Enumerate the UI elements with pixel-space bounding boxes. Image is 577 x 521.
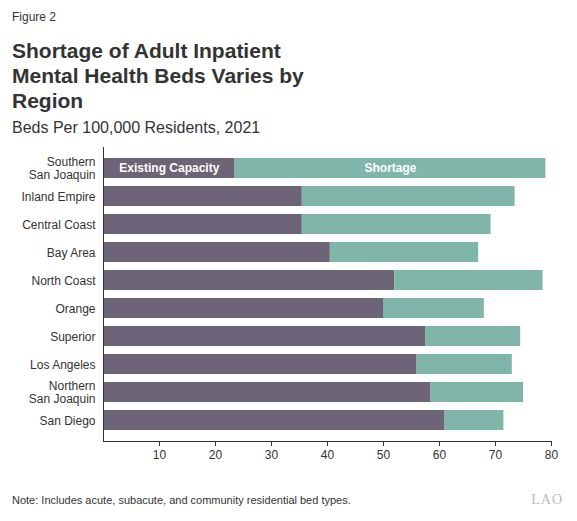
html-text:Note: Includes acute, subacute: Note: Includes acute, subacute, and comm… (12, 494, 351, 506)
svg-text:20: 20 (209, 448, 223, 462)
svg-text:10: 10 (153, 448, 167, 462)
svg-text:North Coast: North Coast (31, 274, 96, 288)
svg-text:80: 80 (545, 448, 559, 462)
svg-text:Bay Area: Bay Area (47, 246, 96, 260)
svg-text:San Diego: San Diego (39, 414, 95, 428)
svg-text:SouthernSan Joaquin: SouthernSan Joaquin (29, 155, 96, 182)
svg-text:60: 60 (433, 448, 447, 462)
svg-text:Orange: Orange (55, 302, 95, 316)
svg-text:50: 50 (377, 448, 391, 462)
svg-text:Inland Empire: Inland Empire (21, 190, 95, 204)
svg-text:70: 70 (489, 448, 503, 462)
html-text:LAO: LAO (531, 492, 563, 507)
svg-text:Superior: Superior (50, 330, 95, 344)
svg-text:Central Coast: Central Coast (22, 218, 96, 232)
html-text:Beds Per 100,000 Residents, 20: Beds Per 100,000 Residents, 2021 (12, 119, 261, 136)
svg-text:Los Angeles: Los Angeles (30, 358, 95, 372)
html-text:Figure 2: Figure 2 (12, 10, 56, 24)
svg-text:30: 30 (265, 448, 279, 462)
svg-text:40: 40 (321, 448, 335, 462)
svg-text:Existing Capacity: Existing Capacity (119, 161, 219, 175)
html-text:Shortage of Adult Inpatient Me: Shortage of Adult Inpatient Mental Healt… (12, 39, 304, 112)
svg-text:Shortage: Shortage (364, 161, 416, 175)
svg-text:NorthernSan Joaquin: NorthernSan Joaquin (29, 379, 96, 406)
